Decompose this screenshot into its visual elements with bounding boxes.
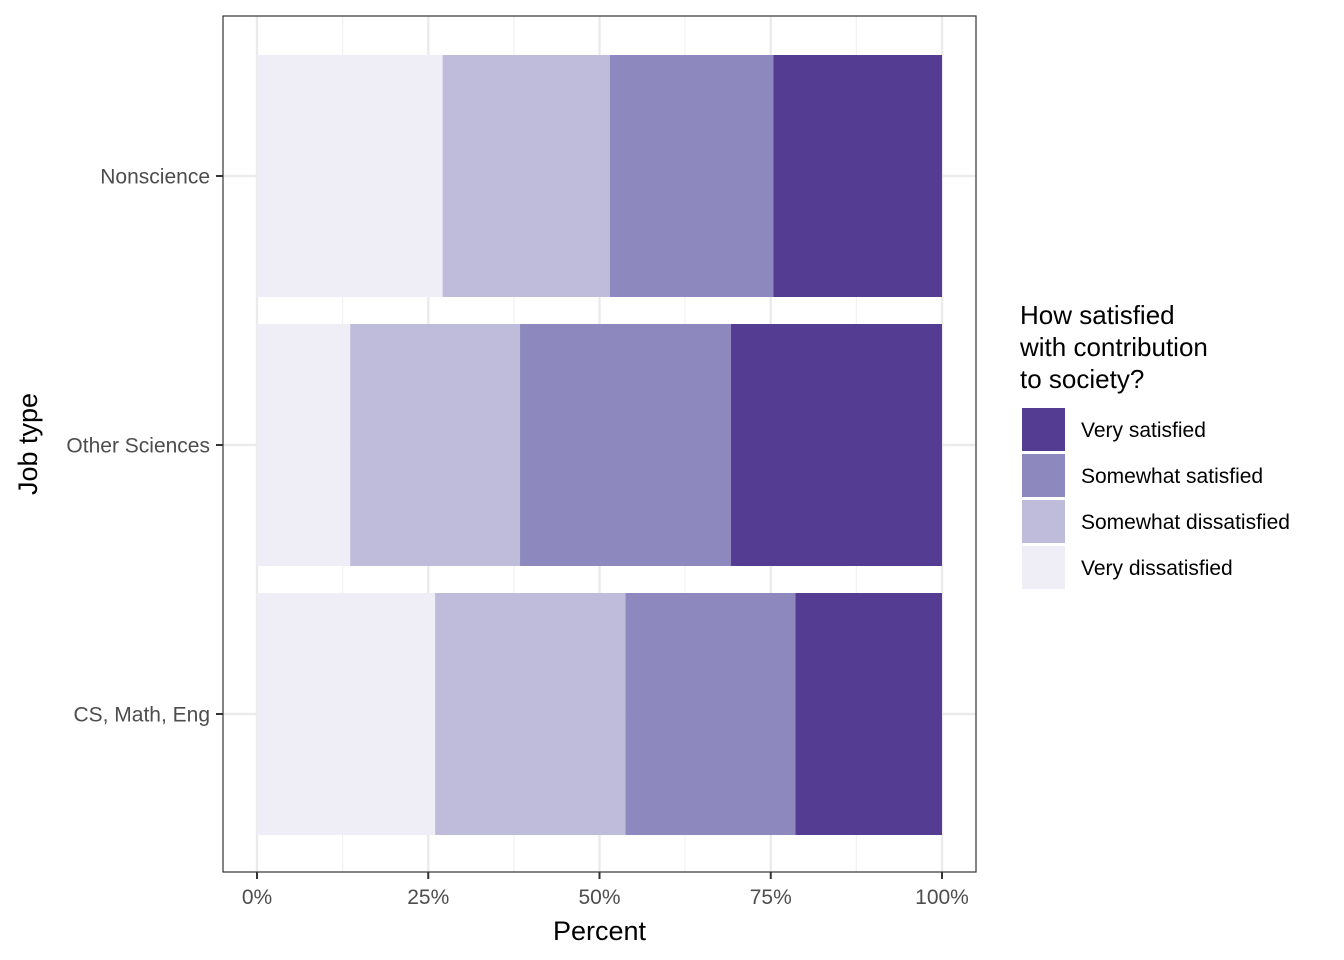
- bar-very-satisfied-cs-math-eng: [795, 593, 942, 835]
- legend-key-very-satisfied: [1022, 408, 1065, 451]
- bar-somewhat-satisfied-other-sciences: [520, 324, 732, 566]
- bar-very-dissatisfied-nonscience: [257, 55, 443, 297]
- x-tick-label: 25%: [407, 886, 449, 909]
- legend-label: Very satisfied: [1081, 419, 1206, 442]
- bar-somewhat-satisfied-cs-math-eng: [625, 593, 796, 835]
- x-tick-label: 0%: [242, 886, 272, 909]
- bars: [257, 55, 942, 835]
- bar-very-satisfied-other-sciences: [731, 324, 942, 566]
- y-tick-label: CS, Math, Eng: [73, 704, 210, 727]
- bar-very-dissatisfied-cs-math-eng: [257, 593, 436, 835]
- bar-somewhat-satisfied-nonscience: [609, 55, 774, 297]
- legend-key-somewhat-satisfied: [1022, 454, 1065, 497]
- bar-somewhat-dissatisfied-nonscience: [442, 55, 610, 297]
- x-tick-label: 50%: [578, 886, 620, 909]
- y-tick-label: Nonscience: [100, 166, 210, 189]
- y-tick-label: Other Sciences: [66, 435, 210, 458]
- legend-key-somewhat-dissatisfied: [1022, 500, 1065, 543]
- bar-very-satisfied-nonscience: [773, 55, 942, 297]
- legend-label: Very dissatisfied: [1081, 557, 1233, 580]
- legend-label: Somewhat satisfied: [1081, 465, 1263, 488]
- x-axis-title: Percent: [553, 916, 647, 946]
- axes: 0% 25% 50% 75% 100% CS, Math, Eng Other Scienc…: [66, 166, 968, 910]
- bar-very-dissatisfied-other-sciences: [257, 324, 351, 566]
- legend-title-line: with contribution: [1019, 332, 1208, 362]
- legend-title-line: How satisfied: [1020, 300, 1175, 330]
- legend-title-line: to society?: [1020, 364, 1144, 394]
- bar-somewhat-dissatisfied-other-sciences: [350, 324, 521, 566]
- legend-label: Somewhat dissatisfied: [1081, 511, 1290, 534]
- legend-key-very-dissatisfied: [1022, 546, 1065, 589]
- bar-somewhat-dissatisfied-cs-math-eng: [435, 593, 626, 835]
- y-axis-title: Job type: [13, 393, 43, 495]
- x-tick-label: 75%: [750, 886, 792, 909]
- x-tick-label: 100%: [915, 886, 969, 909]
